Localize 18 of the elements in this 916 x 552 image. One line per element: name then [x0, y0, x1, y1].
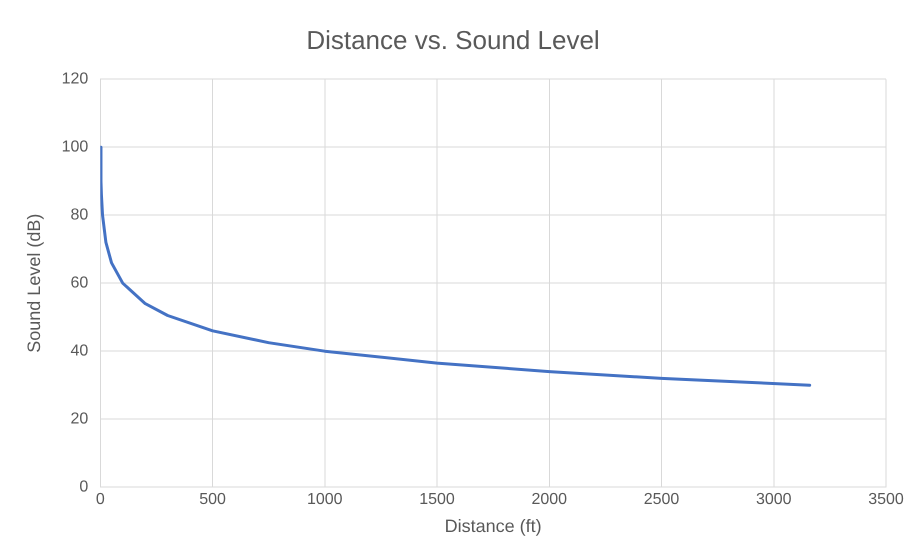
x-tick-label: 1500	[419, 491, 455, 508]
x-tick-label: 3000	[756, 491, 792, 508]
x-tick-label: 2500	[644, 491, 680, 508]
y-tick-label: 20	[70, 410, 88, 428]
x-tick-label: 0	[96, 491, 105, 508]
chart-title: Distance vs. Sound Level	[306, 24, 600, 55]
x-tick-label: 500	[199, 491, 226, 508]
y-tick-label: 80	[70, 206, 88, 224]
x-tick-label: 2000	[531, 491, 568, 508]
y-tick-label: 0	[79, 478, 88, 496]
y-tick-label: 100	[62, 138, 88, 156]
y-tick-label: 40	[70, 342, 88, 360]
y-tick-label: 60	[70, 274, 88, 292]
x-tick-label: 3500	[868, 491, 904, 508]
x-axis-title: Distance (ft)	[444, 516, 542, 536]
x-tick-label: 1000	[306, 491, 343, 508]
y-axis-title: Sound Level (dB)	[24, 214, 44, 353]
y-tick-label: 120	[62, 70, 88, 88]
